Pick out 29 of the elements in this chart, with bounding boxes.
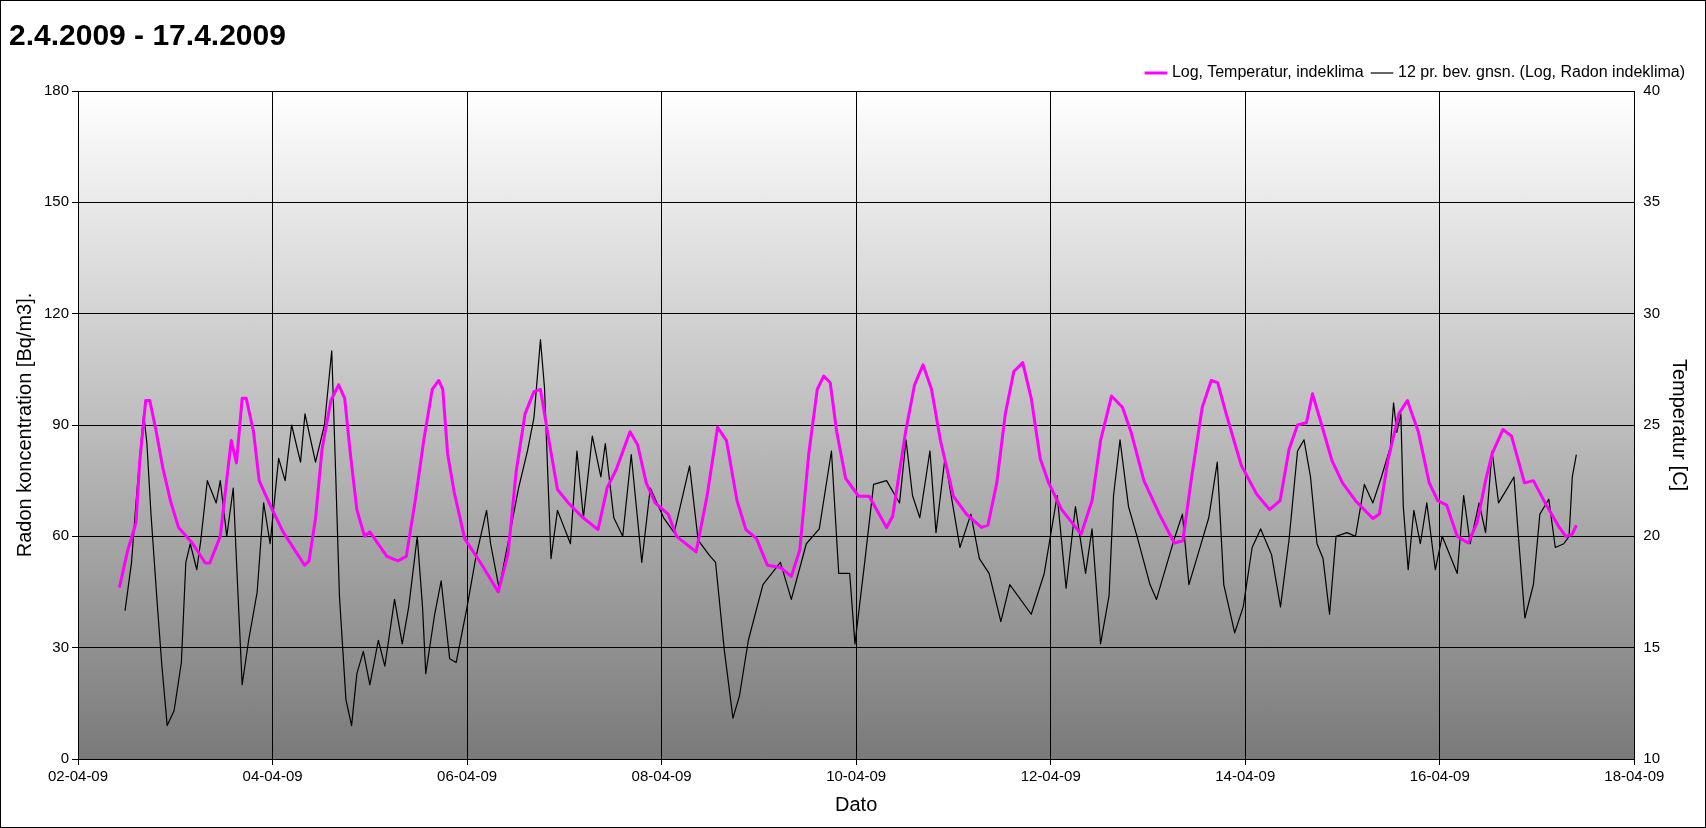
x-tick-label: 12-04-09 — [1020, 767, 1081, 785]
x-tick-label: 14-04-09 — [1215, 767, 1276, 785]
x-tick-label: 08-04-09 — [631, 767, 692, 785]
y2-tick-label: 25 — [1643, 415, 1660, 433]
x-tick-label: 04-04-09 — [242, 767, 303, 785]
y2-tick-label: 35 — [1643, 192, 1660, 210]
legend-label: 12 pr. bev. gnsn. (Log, Radon indeklima) — [1398, 63, 1685, 81]
x-tick-label: 06-04-09 — [437, 767, 498, 785]
y2-tick-label: 10 — [1643, 749, 1660, 767]
y2-tick-label: 20 — [1643, 526, 1660, 544]
y-axis-title: Radon koncentration [Bq/m3]. — [12, 292, 35, 558]
x-tick-label: 02-04-09 — [48, 767, 109, 785]
y-tick-label: 150 — [44, 192, 70, 210]
chart-title: 2.4.2009 - 17.4.2009 — [9, 18, 286, 52]
y-tick-label: 90 — [52, 415, 70, 433]
x-tick-label: 10-04-09 — [826, 767, 887, 785]
y2-tick-label: 40 — [1643, 81, 1660, 99]
x-axis-title: Dato — [835, 792, 878, 815]
y2-tick-label: 15 — [1643, 637, 1660, 655]
y-tick-label: 0 — [60, 749, 70, 767]
y-tick-label: 120 — [44, 303, 70, 321]
y-tick-label: 180 — [44, 81, 70, 99]
y2-tick-label: 30 — [1643, 303, 1660, 321]
y2-axis-title: Temperatur [C] — [1669, 358, 1692, 492]
y-tick-label: 30 — [52, 637, 70, 655]
legend-label: Log, Temperatur, indeklima — [1171, 63, 1364, 81]
x-tick-label: 18-04-09 — [1604, 767, 1665, 785]
x-tick-label: 16-04-09 — [1409, 767, 1470, 785]
y-tick-label: 60 — [52, 526, 70, 544]
